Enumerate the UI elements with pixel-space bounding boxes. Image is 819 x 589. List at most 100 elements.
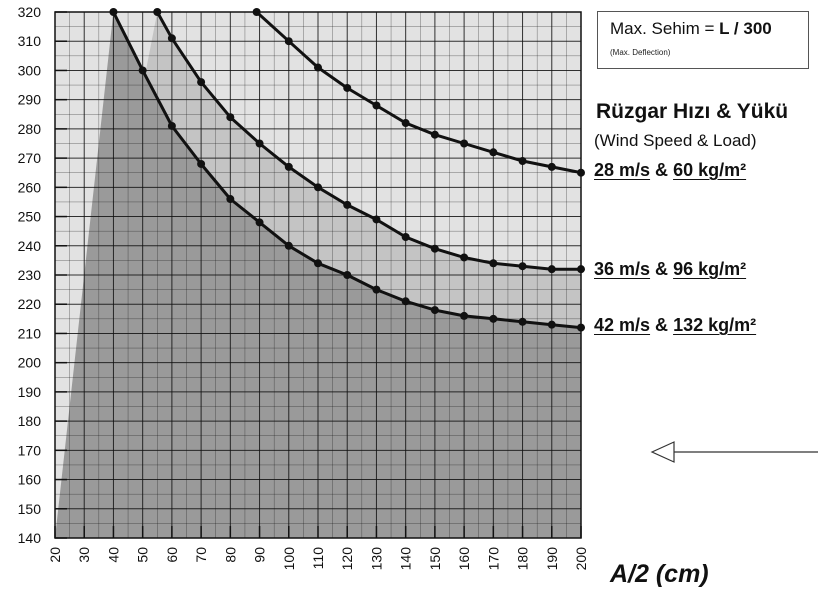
series-load: 60 kg/m² — [673, 160, 747, 180]
x-tick-label: 170 — [485, 547, 501, 571]
x-tick-label: 40 — [105, 547, 121, 563]
data-point — [460, 139, 469, 148]
x-tick-label: 200 — [573, 547, 589, 571]
data-point — [284, 241, 293, 250]
x-tick-label: 150 — [427, 547, 443, 571]
y-tick-label: 250 — [18, 209, 42, 225]
data-point — [547, 320, 556, 329]
max-deflection-value: L / 300 — [719, 19, 772, 38]
wind-title: Rüzgar Hızı & Yükü — [596, 100, 789, 123]
data-point — [314, 63, 322, 72]
data-point — [489, 259, 498, 268]
x-tick-label: 60 — [164, 547, 180, 563]
y-tick-label: 150 — [18, 501, 42, 517]
max-deflection-box: Max. Sehim = L / 300 (Max. Deflection) — [597, 11, 809, 69]
y-tick-label: 160 — [18, 472, 42, 488]
x-tick-label: 80 — [222, 547, 238, 563]
y-tick-label: 300 — [18, 62, 42, 78]
series-label-36: 36 m/s & 96 kg/m² — [594, 259, 746, 280]
data-point — [167, 121, 176, 130]
data-point — [547, 162, 556, 171]
x-tick-label: 140 — [398, 547, 414, 571]
data-point — [372, 215, 381, 224]
y-tick-label: 200 — [18, 355, 42, 371]
data-point — [197, 159, 206, 168]
y-tick-label: 280 — [18, 121, 42, 137]
series-line-1 — [155, 12, 581, 271]
data-point — [430, 306, 439, 315]
series-speed: 28 m/s — [594, 160, 651, 180]
y-axis-ticks: 140 150 160 170 180 190 200 210 220 230 240 250 260 2… — [18, 4, 67, 546]
series-amp: & — [650, 315, 674, 335]
y-tick-label: 210 — [18, 325, 42, 341]
data-point — [372, 285, 381, 294]
y-tick-label: 290 — [18, 92, 42, 108]
series-label-28: 28 m/s & 60 kg/m² — [594, 160, 746, 181]
data-point — [460, 253, 469, 262]
data-point — [343, 200, 352, 209]
data-point — [401, 233, 410, 242]
series-load: 132 kg/m² — [673, 315, 757, 335]
data-point — [226, 195, 235, 204]
data-point — [401, 119, 410, 128]
data-point — [430, 244, 439, 253]
left-arrow-icon — [650, 441, 818, 463]
data-point — [138, 66, 147, 75]
x-tick-label: 160 — [456, 547, 472, 571]
data-point — [547, 265, 556, 274]
y-tick-label: 140 — [18, 530, 42, 546]
x-tick-label: 50 — [135, 547, 151, 563]
y-tick-label: 240 — [18, 238, 42, 254]
series-amp: & — [650, 259, 674, 279]
data-point — [489, 314, 498, 323]
data-point — [343, 271, 352, 279]
data-point — [401, 297, 410, 306]
x-tick-label: 90 — [252, 547, 268, 563]
x-axis-label: A/2 (cm) — [609, 560, 709, 588]
wind-subtitle: (Wind Speed & Load) — [594, 131, 757, 150]
data-point — [460, 311, 469, 320]
data-point — [255, 139, 264, 148]
x-axis-ticks: 20 30 40 50 60 70 80 90 100 110 120 130 140 150 160 170… — [47, 526, 589, 570]
x-tick-label: 110 — [310, 547, 326, 570]
x-tick-label: 20 — [47, 547, 63, 563]
data-point — [343, 83, 352, 92]
x-tick-label: 70 — [193, 547, 209, 563]
data-point — [518, 317, 527, 326]
x-tick-label: 30 — [76, 547, 92, 563]
series-amp: & — [650, 160, 674, 180]
x-tick-label: 120 — [339, 547, 355, 571]
series-line-0 — [255, 12, 581, 175]
y-tick-label: 180 — [18, 413, 42, 429]
series-label-42: 42 m/s & 132 kg/m² — [594, 315, 756, 336]
points — [109, 8, 585, 332]
data-point — [255, 218, 264, 227]
series-load: 96 kg/m² — [673, 259, 747, 279]
x-tick-label: 130 — [368, 547, 384, 571]
y-tick-label: 260 — [18, 179, 42, 195]
data-point — [226, 113, 235, 122]
data-point — [314, 183, 322, 192]
series-speed: 36 m/s — [594, 259, 651, 279]
x-tick-label: 180 — [515, 547, 531, 571]
data-point — [518, 157, 527, 166]
series-speed: 42 m/s — [594, 315, 651, 335]
data-point — [489, 148, 498, 157]
x-tick-label: 190 — [544, 547, 560, 571]
data-point — [372, 101, 381, 110]
x-tick-label: 100 — [281, 547, 297, 571]
y-tick-label: 190 — [18, 384, 42, 400]
data-point — [284, 37, 293, 46]
y-tick-label: 270 — [18, 150, 42, 166]
data-point — [197, 78, 206, 87]
y-tick-label: 320 — [18, 4, 42, 20]
max-deflection-text: Max. Sehim = L / 300 — [610, 19, 772, 39]
data-point — [284, 162, 293, 171]
max-deflection-label: Max. Sehim = — [610, 19, 720, 38]
data-point — [430, 130, 439, 139]
y-tick-label: 170 — [18, 442, 42, 458]
data-point — [518, 262, 527, 271]
data-point — [167, 34, 176, 43]
y-tick-label: 310 — [18, 33, 42, 49]
